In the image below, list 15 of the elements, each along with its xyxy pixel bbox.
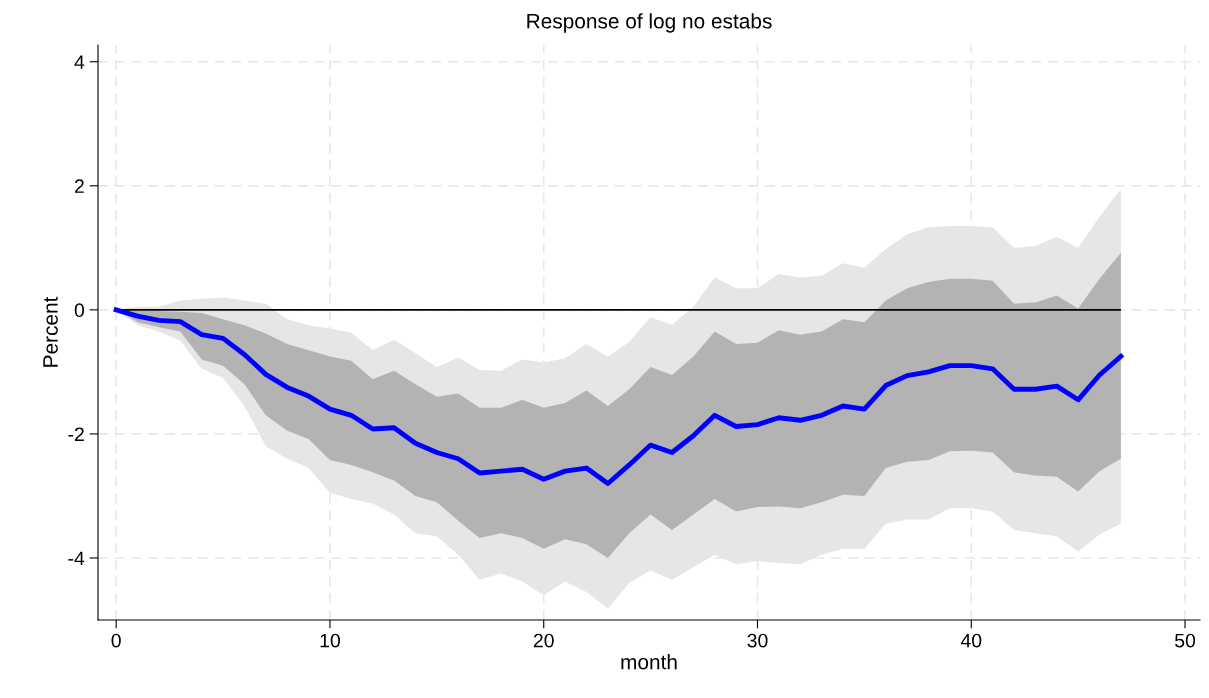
y-tick-label: 2 xyxy=(74,179,84,193)
y-tick-label: -2 xyxy=(68,427,84,441)
line-series xyxy=(113,307,1124,486)
x-tick-label: 10 xyxy=(320,633,340,648)
x-tick-label: 50 xyxy=(1175,633,1196,648)
x-tick-label: 20 xyxy=(533,633,554,648)
y-tick-label: 4 xyxy=(74,55,85,69)
x-tick-label: 30 xyxy=(747,633,768,648)
y-tick-label: 0 xyxy=(74,303,85,318)
x-tick-label: 40 xyxy=(960,633,982,648)
y-tick-label: -4 xyxy=(68,551,85,566)
x-tick-label: 0 xyxy=(111,633,121,648)
y-axis-title: Percent xyxy=(43,296,58,367)
x-axis-title: month xyxy=(621,654,677,670)
chart-title: Response of log no estabs xyxy=(527,13,772,33)
